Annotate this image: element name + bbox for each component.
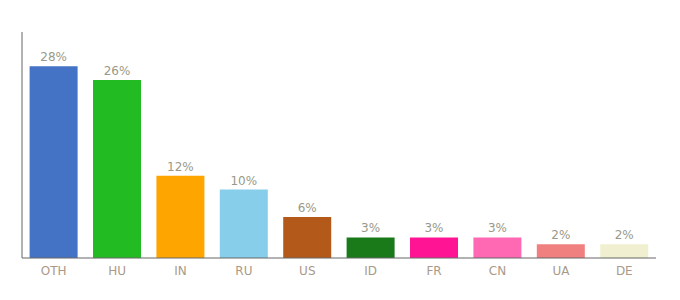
svg-text:26%: 26% [104, 64, 131, 78]
svg-text:US: US [299, 264, 315, 278]
svg-text:ID: ID [364, 264, 377, 278]
svg-text:DE: DE [616, 264, 633, 278]
svg-text:6%: 6% [298, 201, 317, 215]
svg-text:RU: RU [235, 264, 252, 278]
svg-text:UA: UA [552, 264, 570, 278]
svg-text:2%: 2% [615, 228, 634, 242]
svg-text:CN: CN [489, 264, 506, 278]
svg-text:3%: 3% [424, 221, 443, 235]
svg-text:28%: 28% [40, 50, 67, 64]
svg-text:FR: FR [426, 264, 441, 278]
svg-text:IN: IN [174, 264, 187, 278]
svg-text:2%: 2% [551, 228, 570, 242]
svg-text:HU: HU [108, 264, 126, 278]
svg-text:OTH: OTH [41, 264, 67, 278]
svg-text:12%: 12% [167, 160, 194, 174]
svg-text:3%: 3% [488, 221, 507, 235]
svg-text:10%: 10% [230, 174, 257, 188]
svg-text:3%: 3% [361, 221, 380, 235]
